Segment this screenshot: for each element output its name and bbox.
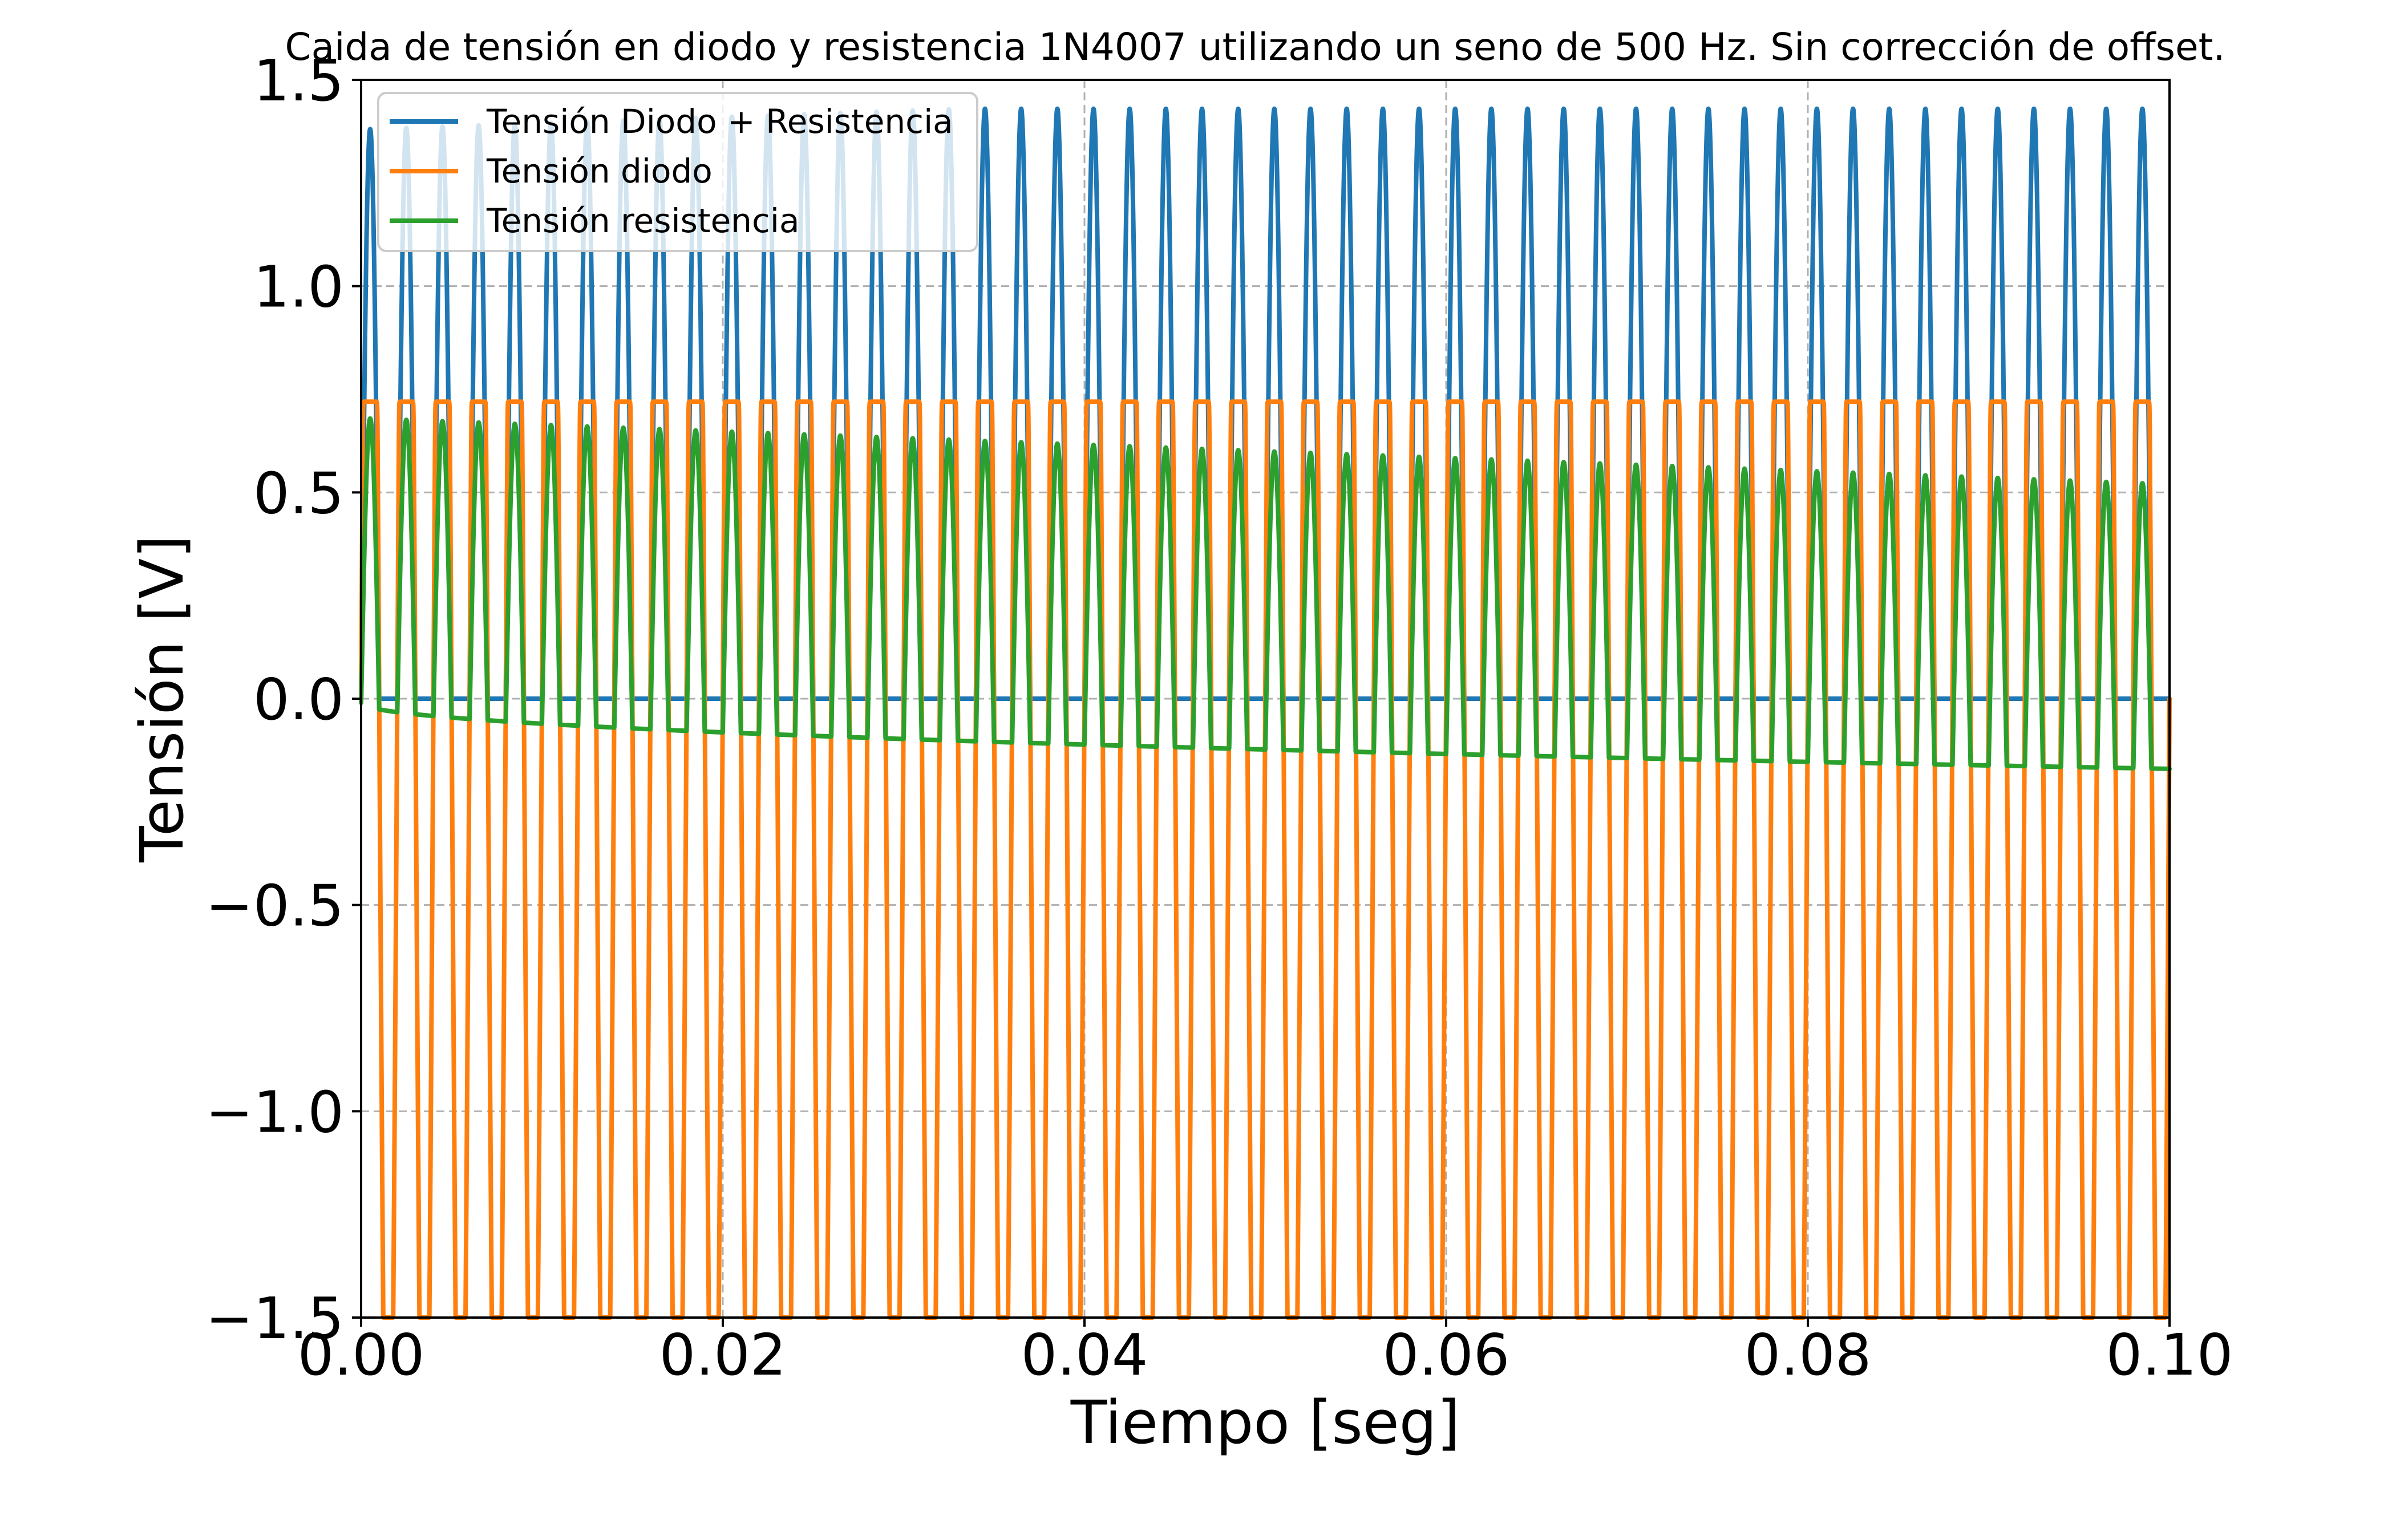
legend-label-diodo-resistencia: Tensión Diodo + Resistencia — [486, 102, 953, 141]
y-tick-label: 0.5 — [253, 460, 344, 526]
legend-label-diodo: Tensión diodo — [486, 152, 713, 191]
x-tick-label: 0.08 — [1745, 1322, 1872, 1388]
chart-title: Caida de tensión en diodo y resistencia … — [285, 25, 2225, 69]
y-tick-label: 1.5 — [253, 47, 344, 114]
x-axis-label: Tiempo [seg] — [1070, 1388, 1460, 1457]
x-tick-label: 0.02 — [659, 1322, 787, 1388]
y-tick-label: −1.0 — [205, 1079, 344, 1145]
x-tick-label: 0.04 — [1021, 1322, 1148, 1388]
y-tick-label: −1.5 — [205, 1285, 344, 1352]
y-axis-label: Tensión [V] — [127, 535, 197, 863]
plot-series — [359, 106, 2172, 1320]
legend-label-resistencia: Tensión resistencia — [486, 201, 800, 240]
legend: Tensión Diodo + Resistencia Tensión diod… — [377, 92, 978, 252]
x-tick-label: 0.00 — [298, 1322, 425, 1388]
y-tick-label: 1.0 — [253, 254, 344, 321]
legend-box — [377, 92, 978, 252]
x-tick-label: 0.10 — [2106, 1322, 2233, 1388]
y-tick-label: −0.5 — [205, 873, 344, 939]
axis-ticks: 0.00 0.02 0.04 0.06 0.08 0.10 −1.5 −1.0 −0.5 0.0 0… — [205, 47, 2233, 1388]
x-tick-label: 0.06 — [1383, 1322, 1510, 1388]
series-line-diodo — [359, 399, 2172, 1320]
y-tick-label: 0.0 — [253, 666, 344, 733]
series-line-resistencia — [359, 416, 2172, 771]
